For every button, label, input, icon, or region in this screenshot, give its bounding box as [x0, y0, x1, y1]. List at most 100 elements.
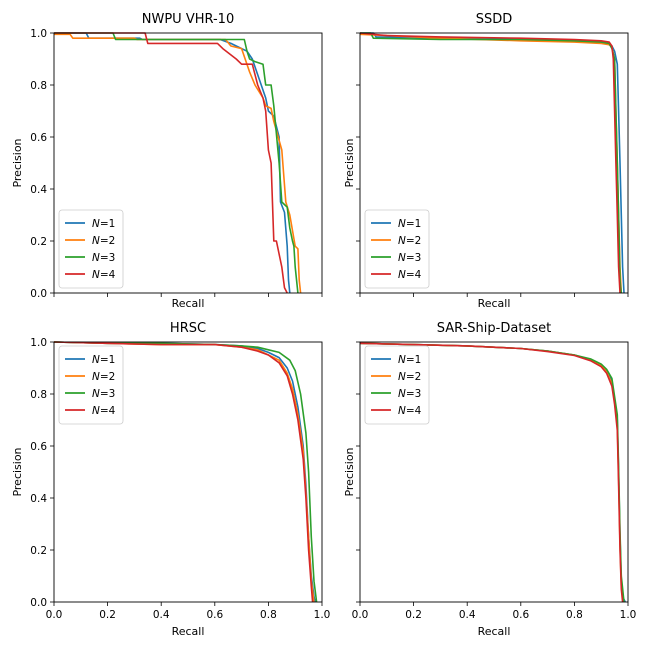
x-tick-label: 0.4 [153, 609, 170, 621]
series-line-n4 [54, 341, 314, 603]
legend-label-var: N [398, 252, 406, 264]
series-lines [54, 32, 302, 294]
y-axis-label: Precision [343, 138, 356, 187]
legend-label-var: N [92, 269, 100, 281]
legend-label: N=4 [398, 269, 422, 281]
legend-label-value: =4 [100, 269, 116, 281]
series-lines [360, 32, 625, 294]
legend: N=1N=2N=3N=4 [364, 209, 430, 289]
legend-label: N=2 [398, 371, 421, 383]
legend-label-var: N [398, 354, 406, 366]
legend-label-var: N [398, 218, 406, 230]
chart-title: SAR-Ship-Dataset [437, 321, 552, 336]
y-tick-label: 0.8 [30, 80, 47, 92]
x-tick-label: 0.6 [206, 609, 223, 621]
axes-frame [359, 32, 629, 294]
legend-label: N=1 [92, 354, 115, 366]
legend-label: N=2 [92, 235, 115, 247]
chart-title: HRSC [170, 321, 206, 336]
legend: N=1N=2N=3N=4 [364, 345, 430, 425]
legend-label-value: =1 [406, 354, 421, 366]
x-tick-label: 0.0 [46, 609, 63, 621]
chart-title: SSDD [476, 12, 513, 27]
legend: N=1N=2N=3N=4 [58, 209, 124, 289]
legend-box [58, 345, 124, 425]
y-tick-label: 0.4 [30, 493, 47, 505]
x-tick-label: 0.8 [260, 609, 277, 621]
y-tick-label: 0.6 [30, 441, 47, 453]
x-tick-label: 1.0 [314, 609, 331, 621]
chart-panel-4: SAR-Ship-Dataset 0.0 0.2 0.4 0.6 0.8 1.0 Recall… [343, 321, 636, 638]
y-tick-label: 0.2 [30, 545, 47, 557]
legend-label-value: =2 [100, 371, 115, 383]
x-tick-label: 0.0 [352, 609, 369, 621]
legend-label: N=2 [398, 235, 421, 247]
x-tick-label: 0.6 [512, 609, 529, 621]
legend-label-var: N [92, 371, 100, 383]
x-tick-label: 0.2 [405, 609, 422, 621]
legend-label-var: N [92, 354, 100, 366]
legend-label-var: N [92, 235, 100, 247]
series-line-n3 [54, 32, 299, 294]
legend-label-value: =4 [406, 405, 422, 417]
legend-label: N=1 [398, 354, 421, 366]
legend-label-var: N [398, 235, 406, 247]
axes-frame [53, 341, 323, 603]
axes-frame [359, 341, 629, 603]
legend-box [364, 345, 430, 425]
legend-label: N=4 [92, 269, 116, 281]
legend-label-value: =3 [100, 252, 115, 264]
legend: N=1N=2N=3N=4 [58, 345, 124, 425]
x-axis-label: Recall [478, 297, 511, 310]
series-line-n4 [360, 32, 621, 294]
x-tick-label: 1.0 [620, 609, 637, 621]
y-tick-label: 1.0 [30, 28, 47, 40]
legend-label: N=3 [398, 252, 421, 264]
chart-panel-1: NWPU VHR-10 0.0 0.2 0.4 0.6 0.8 1.0 Recall Preci… [11, 12, 323, 310]
legend-label: N=4 [92, 405, 116, 417]
legend-label: N=4 [398, 405, 422, 417]
legend-label: N=3 [92, 388, 115, 400]
legend-label-var: N [92, 218, 100, 230]
series-lines [54, 341, 318, 603]
legend-label-value: =3 [406, 252, 421, 264]
legend-label-value: =1 [406, 218, 421, 230]
series-line-n4 [54, 32, 288, 294]
legend-label: N=3 [92, 252, 115, 264]
series-line-n4 [360, 342, 624, 603]
legend-label-value: =3 [100, 388, 115, 400]
legend-box [364, 209, 430, 289]
x-tick-label: 0.4 [459, 609, 476, 621]
legend-label: N=1 [398, 218, 421, 230]
chart-panel-3: HRSC 0.0 0.2 0.4 0.6 0.8 1.0 0.0 0.2 0.4 0.6 0.8 1.0… [11, 321, 330, 638]
y-tick-label: 0.2 [30, 236, 47, 248]
axes-frame [53, 32, 323, 294]
y-tick-label: 1.0 [30, 337, 47, 349]
legend-label-value: =4 [406, 269, 422, 281]
legend-label-value: =4 [100, 405, 116, 417]
legend-label-value: =2 [406, 235, 421, 247]
y-tick-label: 0.4 [30, 184, 47, 196]
y-axis-label: Precision [11, 447, 24, 496]
x-tick-label: 0.8 [566, 609, 583, 621]
y-axis-label: Precision [343, 447, 356, 496]
y-tick-label: 0.8 [30, 389, 47, 401]
legend-label-value: =2 [100, 235, 115, 247]
x-tick-label: 0.2 [99, 609, 116, 621]
y-axis-label: Precision [11, 138, 24, 187]
x-axis-label: Recall [478, 625, 511, 638]
y-tick-label: 0.0 [30, 597, 47, 609]
legend-label-var: N [92, 388, 100, 400]
legend-label-var: N [92, 405, 100, 417]
legend-label-var: N [398, 269, 406, 281]
legend-label-var: N [92, 252, 100, 264]
x-axis-label: Recall [172, 297, 205, 310]
legend-label-value: =2 [406, 371, 421, 383]
legend-label: N=2 [92, 371, 115, 383]
legend-label-var: N [398, 405, 406, 417]
legend-label: N=3 [398, 388, 421, 400]
legend-label-value: =3 [406, 388, 421, 400]
x-axis-label: Recall [172, 625, 205, 638]
